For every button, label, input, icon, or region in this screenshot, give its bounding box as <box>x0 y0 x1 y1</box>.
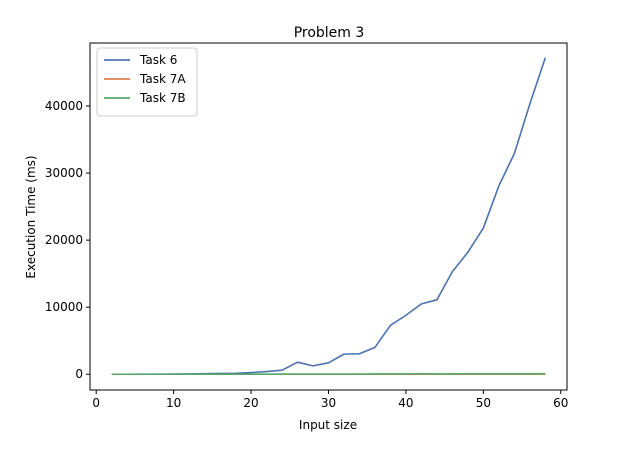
plot-area <box>111 57 547 376</box>
series-line-2 <box>111 372 546 376</box>
legend-box <box>96 47 198 117</box>
y-axis: 0 10000 20000 30000 40000 <box>45 99 90 381</box>
x-axis: 0 10 20 30 40 50 60 <box>92 390 568 410</box>
x-tick-label: 10 <box>166 396 181 410</box>
chart-title: Problem 3 <box>294 25 365 41</box>
y-tick-label: 20000 <box>45 233 83 247</box>
y-tick-label: 0 <box>75 367 83 381</box>
y-tick-label: 40000 <box>45 99 83 113</box>
legend-label-1: Task 7A <box>139 72 186 86</box>
x-tick-label: 50 <box>476 396 491 410</box>
legend-label-0: Task 6 <box>139 53 177 67</box>
x-tick-label: 30 <box>321 396 336 410</box>
x-tick-label: 0 <box>92 396 100 410</box>
x-tick-label: 20 <box>243 396 258 410</box>
legend-label-2: Task 7B <box>139 91 186 105</box>
y-tick-label: 30000 <box>45 166 83 180</box>
x-axis-label: Input size <box>299 418 357 432</box>
legend: Task 6 Task 7A Task 7B <box>96 47 198 117</box>
y-axis-label: Execution Time (ms) <box>24 155 38 278</box>
x-tick-label: 40 <box>398 396 413 410</box>
y-tick-label: 10000 <box>45 300 83 314</box>
x-tick-label: 60 <box>553 396 568 410</box>
